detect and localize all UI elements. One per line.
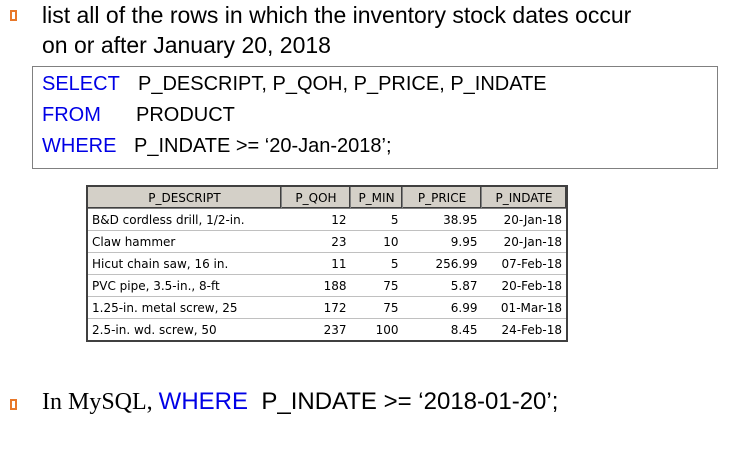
mysql-where-condition: P_INDATE >= ‘2018-01-20’;	[248, 388, 559, 415]
table-cell: 1.25-in. metal screw, 25	[87, 296, 282, 319]
table-cell: Claw hammer	[87, 230, 282, 253]
bullet-text-line-1: list all of the rows in which the invent…	[42, 2, 632, 28]
table-cell: PVC pipe, 3.5-in., 8-ft	[87, 274, 282, 297]
sql-query-box: SELECT P_DESCRIPT, P_QOH, P_PRICE, P_INDA…	[32, 66, 718, 169]
bullet-text-line-2: on or after January 20, 2018	[42, 32, 331, 58]
table-cell: 6.99	[402, 296, 482, 319]
table-cell: 20-Jan-18	[481, 208, 567, 231]
query-result-table: P_DESCRIPT P_QOH P_MIN P_PRICE P_INDATE …	[86, 185, 568, 342]
table-cell: 256.99	[402, 252, 482, 275]
table-cell: 07-Feb-18	[481, 252, 567, 275]
table-row: 1.25-in. metal screw, 25 172 75 6.99 01-…	[87, 296, 567, 319]
column-header[interactable]: P_QOH	[281, 185, 351, 209]
sql-select-columns: P_DESCRIPT, P_QOH, P_PRICE, P_INDATE	[138, 73, 547, 95]
table-cell: Hicut chain saw, 16 in.	[87, 252, 282, 275]
table-cell: 12	[281, 208, 351, 231]
bullet-box-icon	[10, 399, 17, 410]
table-cell: 24-Feb-18	[481, 318, 567, 342]
sql-select-keyword: SELECT	[42, 73, 120, 95]
column-header[interactable]: P_INDATE	[481, 185, 568, 209]
table-cell: 38.95	[402, 208, 482, 231]
table-cell: 23	[281, 230, 351, 253]
table-cell: 5	[350, 252, 403, 275]
column-header[interactable]: P_MIN	[350, 185, 403, 209]
table-cell: 188	[281, 274, 351, 297]
table-row: B&D cordless drill, 1/2-in. 12 5 38.95 2…	[87, 208, 567, 231]
sql-from-keyword: FROM	[42, 104, 101, 126]
sql-where-condition: P_INDATE >= ‘20-Jan-2018’;	[134, 135, 392, 157]
mysql-note-prefix: In MySQL,	[42, 389, 159, 415]
table-cell: 20-Jan-18	[481, 230, 567, 253]
column-header[interactable]: P_DESCRIPT	[86, 185, 282, 209]
table-row: Claw hammer 23 10 9.95 20-Jan-18	[87, 230, 567, 253]
table-cell: 5	[350, 208, 403, 231]
bullet-box-icon	[10, 10, 17, 21]
table-cell: 5.87	[402, 274, 482, 297]
mysql-where-keyword: WHERE	[158, 388, 249, 415]
sql-from-table: PRODUCT	[136, 104, 235, 126]
sql-where-keyword: WHERE	[42, 135, 117, 157]
table-cell: 8.45	[402, 318, 482, 342]
table-cell: 237	[281, 318, 351, 342]
table-cell: 100	[350, 318, 403, 342]
table-header-row: P_DESCRIPT P_QOH P_MIN P_PRICE P_INDATE	[86, 185, 568, 209]
table-cell: 20-Feb-18	[481, 274, 567, 297]
table-cell: 2.5-in. wd. screw, 50	[87, 318, 282, 342]
table-cell: 75	[350, 274, 403, 297]
sql-where-line: WHERE P_INDATE >= ‘20-Jan-2018’;	[42, 133, 392, 159]
table-cell: 75	[350, 296, 403, 319]
table-cell: 01-Mar-18	[481, 296, 567, 319]
mysql-note-line: In MySQL, WHERE P_INDATE >= ‘2018-01-20’…	[42, 385, 558, 419]
sql-select-line: SELECT P_DESCRIPT, P_QOH, P_PRICE, P_INDA…	[42, 71, 547, 97]
table-row: Hicut chain saw, 16 in. 11 5 256.99 07-F…	[87, 252, 567, 275]
column-header[interactable]: P_PRICE	[402, 185, 482, 209]
sql-from-line: FROM PRODUCT	[42, 102, 235, 128]
table-cell: 9.95	[402, 230, 482, 253]
table-row: 2.5-in. wd. screw, 50 237 100 8.45 24-Fe…	[87, 318, 567, 342]
table-cell: B&D cordless drill, 1/2-in.	[87, 208, 282, 231]
table-cell: 11	[281, 252, 351, 275]
table-cell: 172	[281, 296, 351, 319]
table-row: PVC pipe, 3.5-in., 8-ft 188 75 5.87 20-F…	[87, 274, 567, 297]
table-cell: 10	[350, 230, 403, 253]
